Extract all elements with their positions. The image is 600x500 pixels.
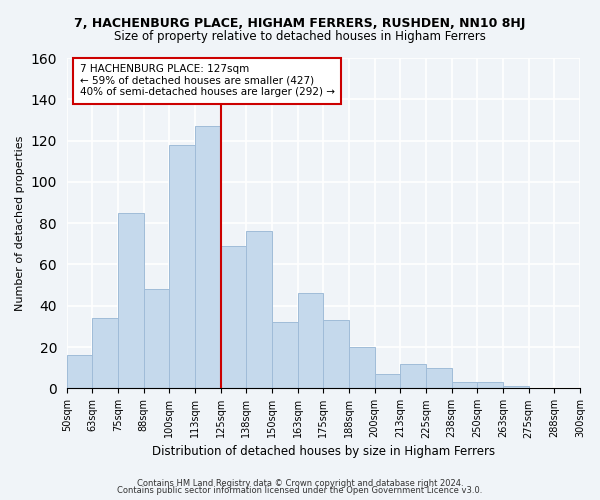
Bar	[298, 294, 323, 388]
Text: Size of property relative to detached houses in Higham Ferrers: Size of property relative to detached ho…	[114, 30, 486, 43]
Bar	[452, 382, 478, 388]
Y-axis label: Number of detached properties: Number of detached properties	[15, 136, 25, 311]
Bar	[195, 126, 221, 388]
Text: 7 HACHENBURG PLACE: 127sqm
← 59% of detached houses are smaller (427)
40% of sem: 7 HACHENBURG PLACE: 127sqm ← 59% of deta…	[80, 64, 335, 98]
Bar	[478, 382, 503, 388]
Text: 7, HACHENBURG PLACE, HIGHAM FERRERS, RUSHDEN, NN10 8HJ: 7, HACHENBURG PLACE, HIGHAM FERRERS, RUS…	[74, 18, 526, 30]
Bar	[426, 368, 452, 388]
Bar	[221, 246, 247, 388]
Bar	[400, 364, 426, 388]
Bar	[349, 347, 375, 389]
Bar	[118, 213, 144, 388]
Text: Contains HM Land Registry data © Crown copyright and database right 2024.: Contains HM Land Registry data © Crown c…	[137, 478, 463, 488]
Bar	[144, 289, 169, 388]
Bar	[272, 322, 298, 388]
X-axis label: Distribution of detached houses by size in Higham Ferrers: Distribution of detached houses by size …	[152, 444, 495, 458]
Bar	[503, 386, 529, 388]
Text: Contains public sector information licensed under the Open Government Licence v3: Contains public sector information licen…	[118, 486, 482, 495]
Bar	[247, 232, 272, 388]
Bar	[169, 144, 195, 388]
Bar	[375, 374, 400, 388]
Bar	[67, 356, 92, 388]
Bar	[92, 318, 118, 388]
Bar	[323, 320, 349, 388]
